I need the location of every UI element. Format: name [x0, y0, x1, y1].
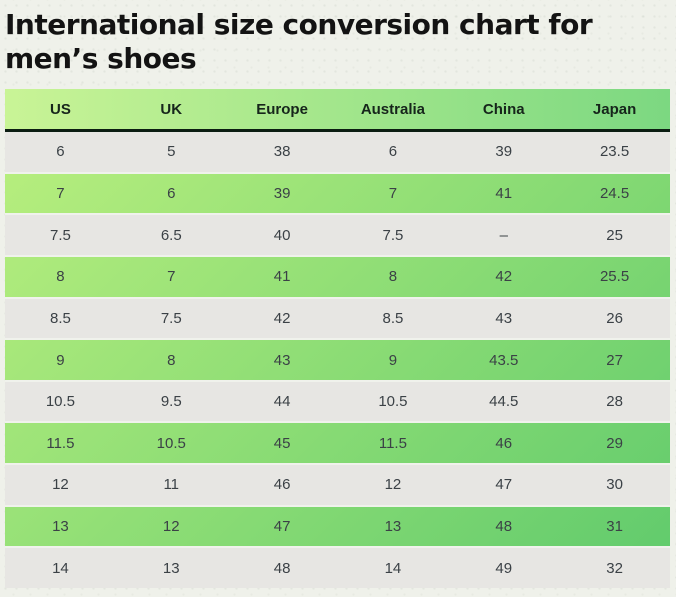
- table-cell: 23.5: [599, 143, 630, 161]
- table-cell: 6: [56, 143, 65, 161]
- table-cell: 39: [495, 143, 513, 161]
- table-cell: 44: [273, 393, 291, 411]
- table-cell: 31: [606, 518, 623, 536]
- table-cell: 14: [52, 559, 69, 577]
- table-row: 12 11 46 12 47 30: [5, 463, 670, 505]
- column-header-australia: Australia: [360, 100, 426, 118]
- table-cell: 7.5: [49, 226, 71, 244]
- column-header-us: US: [49, 100, 71, 118]
- page: International size conversion chart for m…: [0, 8, 676, 589]
- table-row: 11.5 10.5 45 11.5 46 29: [5, 421, 670, 463]
- table-cell: 12: [384, 476, 402, 494]
- size-conversion-table: US UK Europe Australia China Japan 6 5 38 6 39 23.…: [5, 89, 670, 589]
- table-cell: 5: [167, 143, 176, 161]
- table-cell: 27: [606, 351, 623, 369]
- table-cell: 6.5: [160, 226, 182, 244]
- table-row: 8.5 7.5 42 8.5 43 26: [5, 296, 670, 339]
- table-row: 10.5 9.5 44 10.5 44.5 28: [5, 379, 670, 422]
- table-cell: 9.5: [160, 393, 182, 411]
- table-cell: 40: [273, 226, 291, 244]
- table-cell: 25.5: [599, 268, 630, 286]
- table-cell: 7: [167, 268, 176, 286]
- table-cell: 8: [388, 268, 398, 286]
- table-row: 8 7 41 8 42 25.5: [5, 254, 670, 297]
- table-cell: 13: [52, 518, 69, 536]
- table-cell: 43: [273, 351, 291, 369]
- table-cell: 29: [606, 434, 623, 452]
- table-header-row: US UK Europe Australia China Japan: [5, 89, 670, 132]
- column-header-uk: UK: [160, 100, 183, 118]
- table-cell: 42: [273, 309, 291, 327]
- table-cell: 39: [273, 184, 291, 202]
- table-cell: 10.5: [45, 393, 76, 411]
- table-cell: 41: [495, 184, 513, 202]
- table-row: 13 12 47 13 48 31: [5, 504, 670, 547]
- table-cell: 43: [495, 309, 513, 327]
- table-cell: 11.5: [378, 434, 407, 452]
- table-cell: –: [499, 226, 508, 244]
- table-cell: 9: [56, 351, 65, 369]
- table-cell: 48: [273, 559, 291, 577]
- table-cell: 45: [273, 434, 291, 452]
- table-cell: 48: [495, 518, 513, 536]
- table-cell: 11: [163, 476, 180, 494]
- table-cell: 6: [388, 143, 398, 161]
- table-cell: 7: [388, 184, 398, 202]
- table-cell: 7.5: [160, 309, 182, 327]
- table-cell: 47: [495, 476, 513, 494]
- table-cell: 46: [273, 476, 291, 494]
- table-cell: 47: [273, 518, 291, 536]
- table-cell: 38: [273, 143, 291, 161]
- column-header-china: China: [482, 100, 525, 118]
- table-row: 7 6 39 7 41 24.5: [5, 171, 670, 214]
- table-cell: 24.5: [599, 184, 630, 202]
- table-cell: 7: [56, 184, 65, 202]
- table-cell: 8: [56, 268, 65, 286]
- column-header-japan: Japan: [592, 100, 637, 118]
- table-cell: 13: [162, 559, 180, 577]
- table-cell: 8: [167, 351, 176, 369]
- table-cell: 43.5: [489, 351, 519, 369]
- table-cell: 12: [162, 518, 180, 536]
- title-line-1: International size conversion chart for: [5, 8, 593, 41]
- table-cell: 9: [388, 351, 398, 369]
- table-cell: 10.5: [156, 434, 186, 452]
- table-cell: 12: [52, 476, 69, 494]
- table-cell: 25: [606, 226, 623, 244]
- table-cell: 8.5: [49, 309, 71, 327]
- table-cell: 46: [495, 434, 513, 452]
- table-cell: 13: [384, 518, 402, 536]
- title-line-2: men’s shoes: [5, 42, 197, 75]
- table-row: 7.5 6.5 40 7.5 – 25: [5, 213, 670, 255]
- table-cell: 41: [273, 268, 291, 286]
- table-cell: 28: [606, 393, 623, 411]
- table-cell: 44.5: [489, 393, 519, 411]
- table-row: 14 13 48 14 49 32: [5, 546, 670, 589]
- table-cell: 14: [384, 559, 402, 577]
- table-cell: 30: [606, 476, 623, 494]
- table-row: 9 8 43 9 43.5 27: [5, 338, 670, 380]
- table-row: 6 5 38 6 39 23.5: [5, 132, 670, 172]
- table-cell: 6: [167, 184, 176, 202]
- page-title: International size conversion chart for m…: [5, 8, 670, 76]
- table-cell: 8.5: [382, 309, 404, 327]
- table-cell: 10.5: [378, 393, 408, 411]
- table-cell: 42: [495, 268, 513, 286]
- table-cell: 32: [606, 559, 623, 577]
- table-cell: 26: [606, 309, 623, 327]
- table-cell: 7.5: [382, 226, 404, 244]
- column-header-europe: Europe: [256, 100, 308, 118]
- table-cell: 11.5: [46, 434, 75, 452]
- table-body: 6 5 38 6 39 23.5 7 6 39 7 41 24.5 7.5 6.5 40 7.5 – 25 8 7 41…: [5, 132, 670, 589]
- table-cell: 49: [495, 559, 513, 577]
